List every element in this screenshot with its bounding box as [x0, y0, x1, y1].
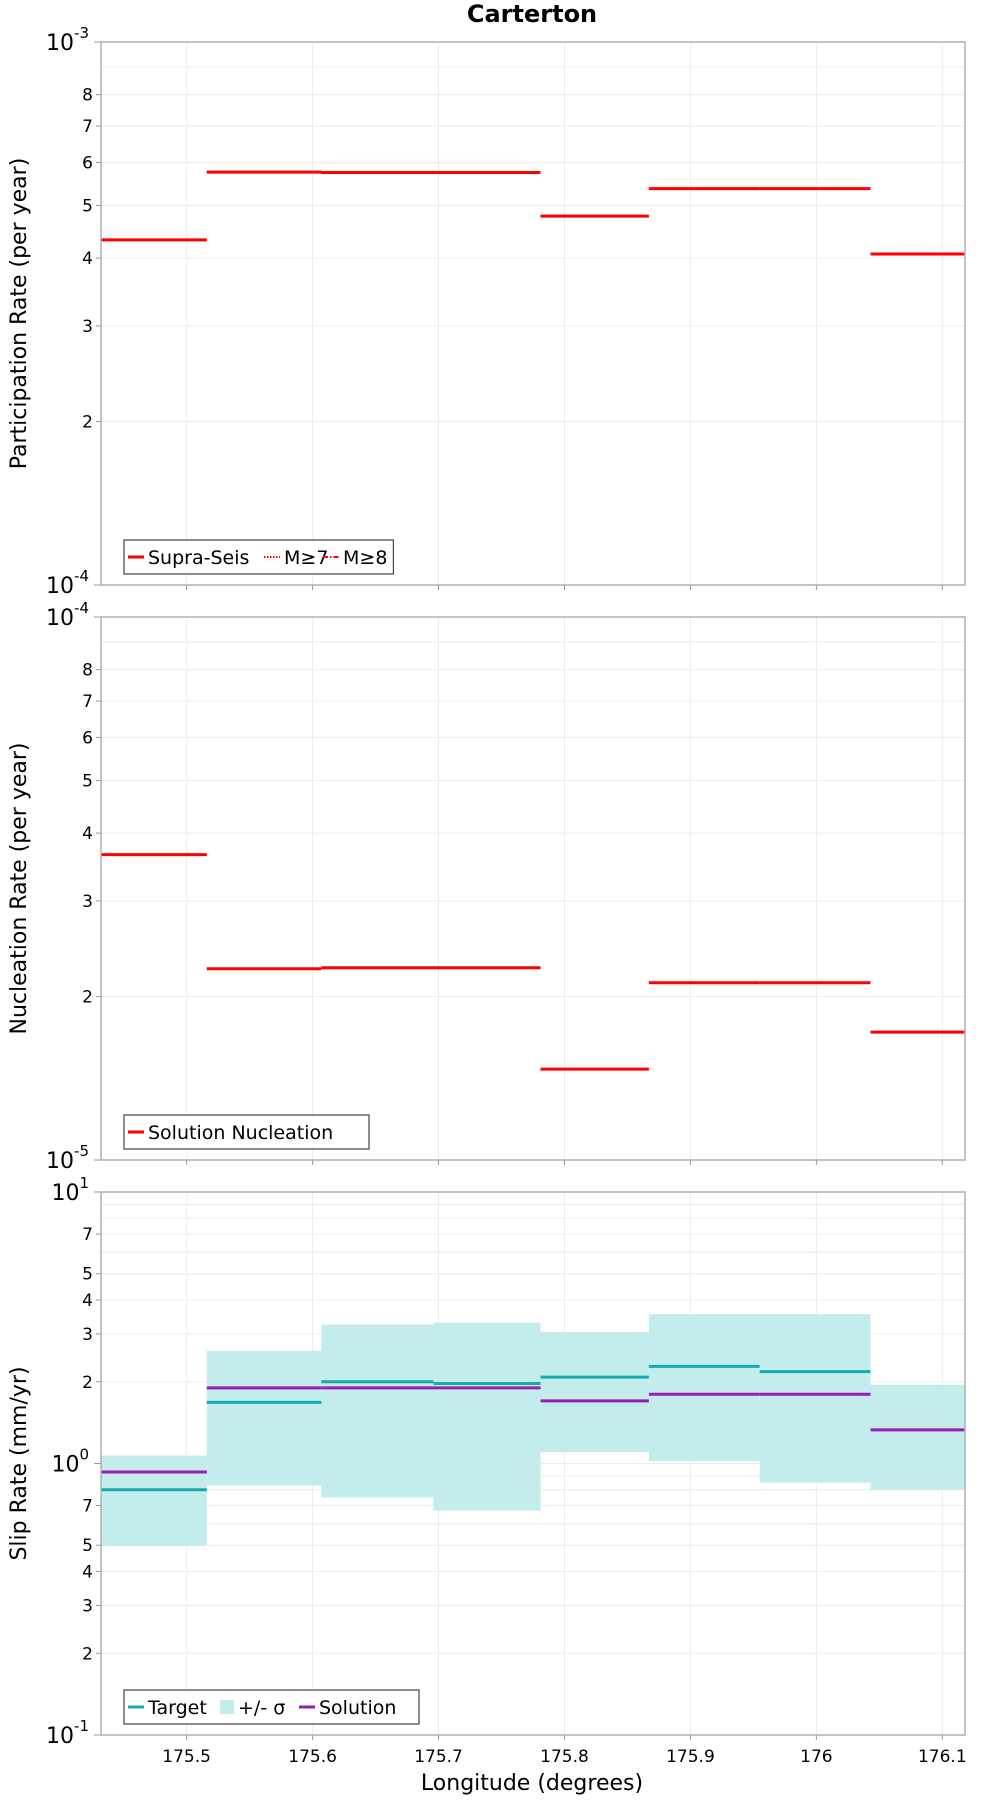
legend: Solution Nucleation [123, 1114, 370, 1150]
panel-2: 2 3 4 5 6 7 8 10-5 10-4 Nucleation Rate (per year… [7, 599, 966, 1174]
legend-box [123, 539, 395, 575]
y-axis-label: Nucleation Rate (per year) [7, 743, 32, 1035]
y-tick-label: 6 [82, 153, 93, 173]
panel-1: 2 3 4 5 6 7 8 10-4 10-3 Participation Rate (per y… [7, 24, 966, 599]
y-tick-label: 7 [82, 1225, 93, 1245]
plot-frame [100, 41, 966, 586]
legend-entry-label: Target [147, 1697, 207, 1719]
y-tick-label: 4 [82, 249, 93, 269]
y-decade-label: 10-4 [46, 599, 89, 631]
x-tick-label: 175.7 [414, 1747, 463, 1767]
legend-entry-label: Supra-Seis [148, 547, 249, 569]
sigma-band-segment [321, 1324, 434, 1498]
x-tick-label: 176 [800, 1747, 832, 1767]
sigma-band-segment [870, 1384, 965, 1490]
sigma-band-segment [101, 1455, 207, 1546]
y-tick-label: 5 [82, 771, 93, 791]
y-tick-label: 5 [82, 196, 93, 216]
y-tick-label: 8 [82, 86, 93, 106]
y-tick-label: 7 [82, 692, 93, 712]
legend: Supra-Seis M≥7 M≥8 [123, 539, 395, 575]
legend-swatch [220, 1700, 234, 1714]
x-axis-label: Longitude (degrees) [421, 1771, 643, 1796]
x-tick-label: 175.8 [540, 1747, 589, 1767]
y-decade-label: 101 [51, 1174, 89, 1206]
y-decade-label: 10-3 [46, 24, 89, 56]
plot-frame [100, 616, 966, 1161]
y-axis-label: Slip Rate (mm/yr) [7, 1366, 32, 1560]
y-tick-label: 3 [82, 1325, 93, 1345]
legend-entry-label: M≥8 [343, 547, 387, 569]
x-tick-label: 176.1 [918, 1747, 967, 1767]
y-tick-label: 5 [82, 1536, 93, 1556]
sigma-band-segment [759, 1314, 871, 1483]
x-tick-label: 175.6 [288, 1747, 337, 1767]
legend-entry-label: Solution Nucleation [148, 1122, 333, 1144]
sigma-band-segment [206, 1350, 322, 1486]
legend: Target +/- σ Solution [123, 1689, 420, 1725]
y-axis-label: Participation Rate (per year) [7, 158, 32, 470]
y-tick-label: 4 [82, 1563, 93, 1583]
y-tick-label: 6 [82, 728, 93, 748]
legend-box [123, 1114, 370, 1150]
y-tick-label: 7 [82, 117, 93, 137]
y-tick-label: 4 [82, 824, 93, 844]
y-tick-label: 7 [82, 1497, 93, 1517]
y-decade-label: 10-5 [46, 1142, 89, 1174]
legend-entry-label: M≥7 [284, 547, 328, 569]
y-decade-label: 10-1 [46, 1717, 89, 1749]
y-tick-label: 3 [82, 1596, 93, 1616]
legend-box [123, 1689, 420, 1725]
panel-3: 175.5 175.6 175.7 175.8 175.9 176 176.1 2 3 4 5 7 2 3… [7, 1174, 967, 1767]
y-tick-label: 5 [82, 1265, 93, 1285]
y-tick-label: 2 [82, 1373, 93, 1393]
y-tick-label: 3 [82, 317, 93, 337]
x-tick-label: 175.5 [162, 1747, 211, 1767]
y-tick-label: 4 [82, 1291, 93, 1311]
y-decade-label: 10-4 [46, 567, 89, 599]
sigma-band-segment [433, 1322, 541, 1511]
plot-area [101, 42, 965, 585]
x-tick-label: 175.9 [666, 1747, 715, 1767]
legend-entry-label: +/- σ [238, 1697, 285, 1719]
y-tick-label: 2 [82, 988, 93, 1008]
legend-entry-label: Solution [319, 1697, 396, 1719]
y-tick-label: 2 [82, 1644, 93, 1664]
sigma-band-segment [648, 1314, 760, 1462]
y-decade-label: 100 [51, 1446, 89, 1478]
plot-area [101, 617, 965, 1160]
chart-title: Carterton [467, 0, 597, 28]
y-tick-label: 8 [82, 661, 93, 681]
y-tick-label: 2 [82, 413, 93, 433]
sigma-band-segment [540, 1332, 649, 1453]
y-tick-label: 3 [82, 892, 93, 912]
